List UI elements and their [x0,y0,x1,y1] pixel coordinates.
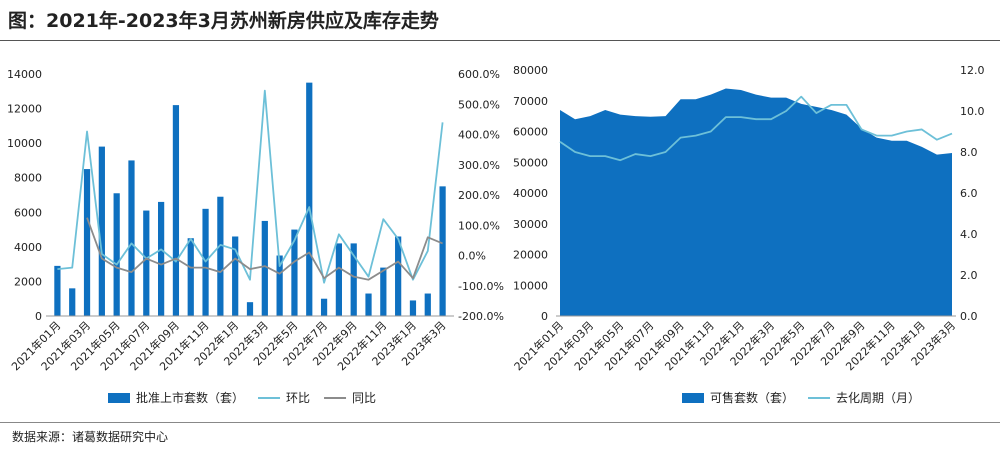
chart1-right-tick-label: -100.0% [458,280,504,293]
chart1-bar [83,169,91,316]
chart1-bar [439,186,446,316]
chart1-bar [158,201,165,316]
chart2-line-series-1 [559,95,953,162]
chart2-left-tick-label: 80000 [513,64,548,77]
chart1-bar [409,300,417,316]
chart1-left-tick-label: 14000 [7,68,42,81]
chart1-bar [261,220,268,316]
chart2-right-tick-label: 10.0 [960,105,985,118]
chart2-legend-swatch [682,393,704,403]
chart1-bar [217,196,224,316]
chart1-legend-label: 同比 [352,391,376,405]
chart1-bar [306,82,313,316]
chart1-bar [54,265,61,316]
chart2-left-tick-label: 60000 [513,126,548,139]
chart1-bar [98,146,105,316]
chart1-left-tick-label: 8000 [14,172,42,185]
chart1-right-tick-label: 300.0% [458,159,500,172]
chart1-legend-label: 环比 [286,391,310,405]
chart1-bar [365,293,372,316]
chart1-line-series-2 [86,217,443,281]
chart1-left-tick-label: 2000 [14,275,42,288]
chart2-left-tick-label: 30000 [513,218,548,231]
chart1-left-tick-label: 0 [35,310,42,323]
chart1-bar [232,236,239,316]
chart1-bar [291,229,298,316]
chart2-left-tick-label: 50000 [513,156,548,169]
chart1-bar [350,243,357,316]
source-divider [0,422,1000,423]
chart2-left-tick-label: 70000 [513,95,548,108]
chart1-bar [395,236,402,316]
chart2-left-tick-label: 20000 [513,249,548,262]
chart1-right-tick-label: 100.0% [458,219,500,232]
chart1-bar [187,238,194,316]
chart1-right-tick-label: 600.0% [458,68,500,81]
chart1-bar [172,105,180,316]
chart1-bar [424,293,431,316]
chart1-bar [143,210,150,316]
chart2-right-tick-label: 8.0 [960,146,978,159]
chart1-left-tick-label: 4000 [14,241,42,254]
chart2-legend-label: 去化周期（月） [836,391,920,405]
chart2-area-series [560,88,952,316]
chart1-bar [69,288,76,316]
chart1-bar [276,255,283,316]
chart1-bar [335,243,342,316]
chart1-left-tick-label: 12000 [7,103,42,116]
chart1-bar [128,160,135,316]
chart1-bar [320,298,328,316]
page-title: 图：2021年-2023年3月苏州新房供应及库存走势 [8,10,439,32]
chart2-right-tick-label: 12.0 [960,64,985,77]
chart1-bar [246,302,254,316]
chart2-left-tick-label: 0 [541,310,548,323]
chart1-left-tick-label: 10000 [7,137,42,150]
chart2-right-tick-label: 4.0 [960,228,978,241]
chart2-right-tick-label: 6.0 [960,187,978,200]
chart2-right-tick-label: 2.0 [960,269,978,282]
chart1-line-series-1 [57,89,444,284]
title-divider [0,40,1000,41]
chart1-legend-label: 批准上市套数（套） [136,390,244,405]
chart1-right-tick-label: 200.0% [458,189,500,202]
chart1-legend-swatch [108,393,130,403]
chart1-left-tick-label: 6000 [14,206,42,219]
chart1-right-tick-label: -200.0% [458,310,504,323]
charts-canvas: 0 2000 4000 6000 8000 10000 12000 14000 -200.0% -… [7,64,985,405]
chart1-bar [380,267,387,316]
chart2-legend-label: 可售套数（套） [710,390,794,405]
chart1-right-tick-label: 500.0% [458,98,500,111]
chart2-right-tick-label: 0.0 [960,310,978,323]
chart1-bar [113,193,120,316]
chart1-right-tick-label: 0.0% [458,250,486,263]
chart2-left-tick-label: 40000 [513,187,548,200]
source-note: 数据来源：诸葛数据研究中心 [12,430,169,444]
chart1-right-tick-label: 400.0% [458,129,500,142]
chart2-left-tick-label: 10000 [513,279,548,292]
